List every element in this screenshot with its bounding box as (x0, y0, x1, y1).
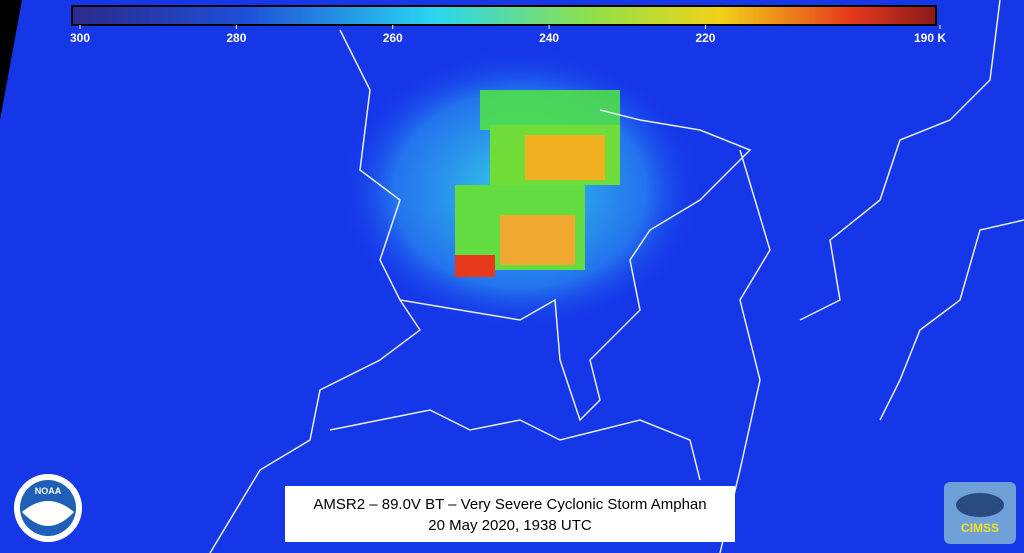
noaa-logo: NOAA (14, 474, 82, 542)
colorbar (71, 5, 937, 26)
tick-label: 300 (70, 31, 90, 45)
caption-box (285, 486, 735, 542)
cimss-logo: CIMSS (944, 482, 1016, 544)
logo-text: CIMSS (961, 521, 999, 535)
no-data-corner (0, 0, 22, 120)
logo-text: NOAA (35, 486, 62, 496)
tick-label: 190 K (914, 31, 946, 45)
tick-label: 240 (539, 31, 559, 45)
storm-bands (455, 90, 620, 277)
caption-line: 20 May 2020, 1938 UTC (428, 517, 592, 534)
colorbar-ticks: 300 280 260 240 220 190 K (70, 25, 946, 45)
coastlines (209, 0, 1024, 553)
caption-line: AMSR2 – 89.0V BT – Very Severe Cyclonic … (313, 496, 706, 513)
tick-label: 220 (695, 31, 715, 45)
tick-label: 280 (226, 31, 246, 45)
tick-label: 260 (383, 31, 403, 45)
